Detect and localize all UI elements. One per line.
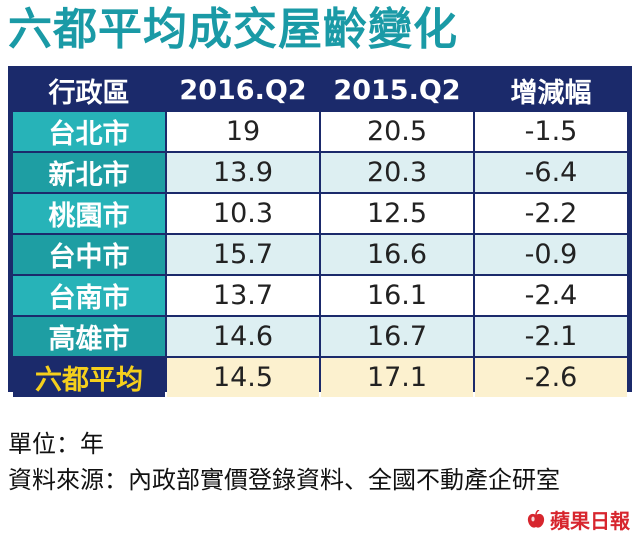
- column-header-2015q2: 2015.Q2: [321, 71, 473, 110]
- cell-change: -2.6: [475, 358, 627, 397]
- cell-change: -2.2: [475, 194, 627, 233]
- row-label-region: 六都平均: [13, 358, 165, 397]
- cell-change: -1.5: [475, 112, 627, 151]
- table-row: 桃園市 10.3 12.5 -2.2: [13, 194, 627, 233]
- cell-change: -0.9: [475, 235, 627, 274]
- cell-change: -2.1: [475, 317, 627, 356]
- cell-2016q2: 14.5: [167, 358, 319, 397]
- unit-note: 單位：年: [8, 430, 104, 458]
- publisher-logo: 蘋果日報: [526, 505, 630, 534]
- cell-2015q2: 17.1: [321, 358, 473, 397]
- table-row: 台中市 15.7 16.6 -0.9: [13, 235, 627, 274]
- row-label-region: 桃園市: [13, 194, 165, 233]
- column-header-2016q2: 2016.Q2: [167, 71, 319, 110]
- table-frame: 行政區 2016.Q2 2015.Q2 增減幅 台北市 19 20.5 -1.5 新北市…: [8, 66, 632, 397]
- cell-2015q2: 12.5: [321, 194, 473, 233]
- row-label-region: 台北市: [13, 112, 165, 151]
- cell-2015q2: 16.7: [321, 317, 473, 356]
- cell-2015q2: 20.3: [321, 153, 473, 192]
- row-label-region: 新北市: [13, 153, 165, 192]
- row-label-region: 高雄市: [13, 317, 165, 356]
- table-row: 高雄市 14.6 16.7 -2.1: [13, 317, 627, 356]
- cell-2015q2: 16.1: [321, 276, 473, 315]
- page-title: 六都平均成交屋齡變化: [8, 4, 458, 55]
- column-header-region: 行政區: [13, 71, 165, 110]
- apple-icon: [527, 509, 545, 528]
- logo-text: 蘋果日報: [550, 509, 630, 533]
- cell-2016q2: 10.3: [167, 194, 319, 233]
- source-note: 資料來源：內政部實價登錄資料、全國不動產企研室: [8, 466, 560, 494]
- cell-change: -6.4: [475, 153, 627, 192]
- cell-2016q2: 15.7: [167, 235, 319, 274]
- table-row: 台北市 19 20.5 -1.5: [13, 112, 627, 151]
- cell-2016q2: 13.7: [167, 276, 319, 315]
- table-body: 台北市 19 20.5 -1.5 新北市 13.9 20.3 -6.4 桃園市 10.3 12.5-…: [13, 112, 627, 397]
- table-row: 新北市 13.9 20.3 -6.4: [13, 153, 627, 192]
- cell-2016q2: 19: [167, 112, 319, 151]
- column-header-change: 增減幅: [475, 71, 627, 110]
- data-table: 行政區 2016.Q2 2015.Q2 增減幅 台北市 19 20.5 -1.5 新北市…: [11, 69, 629, 399]
- table-row: 台南市 13.7 16.1 -2.4: [13, 276, 627, 315]
- cell-change: -2.4: [475, 276, 627, 315]
- row-label-region: 台南市: [13, 276, 165, 315]
- cell-2016q2: 14.6: [167, 317, 319, 356]
- table-row: 六都平均 14.5 17.1 -2.6: [13, 358, 627, 397]
- row-label-region: 台中市: [13, 235, 165, 274]
- table-header-row: 行政區 2016.Q2 2015.Q2 增減幅: [13, 71, 627, 110]
- cell-2016q2: 13.9: [167, 153, 319, 192]
- cell-2015q2: 20.5: [321, 112, 473, 151]
- cell-2015q2: 16.6: [321, 235, 473, 274]
